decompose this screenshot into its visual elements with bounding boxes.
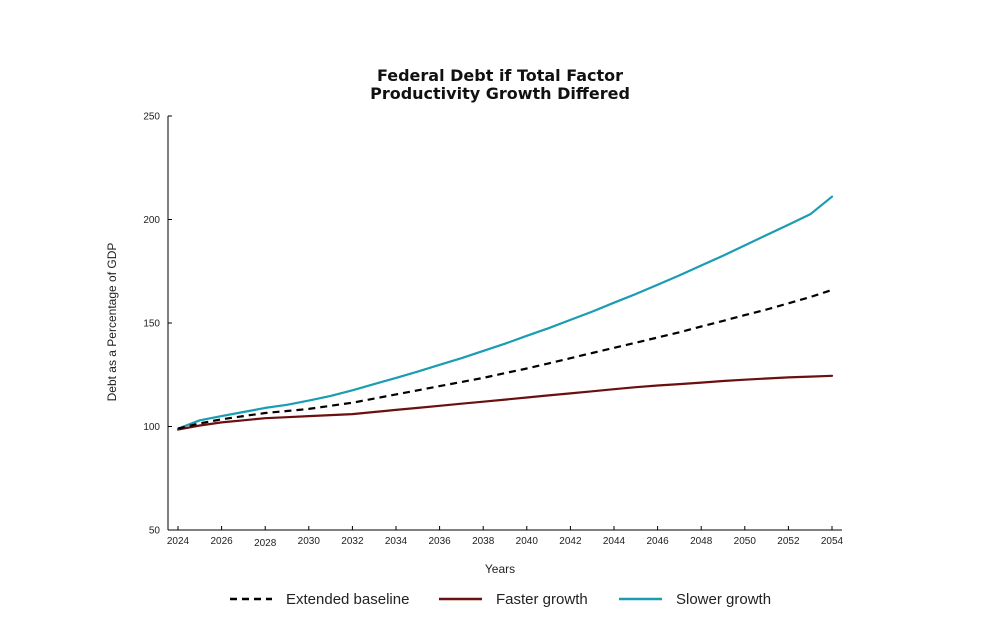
x-axis-label: Years xyxy=(485,562,515,576)
x-tick-label: 2026 xyxy=(210,536,233,547)
x-tick-label: 2036 xyxy=(428,536,451,547)
chart-title-line-1: Federal Debt if Total Factor xyxy=(377,66,623,85)
x-tick-label: 2050 xyxy=(734,536,757,547)
legend: Extended baseline Faster growth Slower gro… xyxy=(230,591,771,608)
x-tick-label: 2038 xyxy=(472,536,495,547)
series-line-faster-growth xyxy=(176,374,834,431)
x-tick-label: 2034 xyxy=(385,536,408,547)
series-lines xyxy=(176,195,834,431)
chart-title-line-2: Productivity Growth Differed xyxy=(370,84,630,103)
y-tick-label: 50 xyxy=(149,526,161,537)
x-tick-label: 2028 xyxy=(254,538,277,549)
y-tick-label: 250 xyxy=(143,112,160,123)
y-tick-label: 150 xyxy=(143,319,160,330)
y-ticks: 50 100 150 200 250 xyxy=(143,112,172,537)
y-tick-label: 100 xyxy=(143,422,160,433)
x-tick-label: 2052 xyxy=(777,536,800,547)
series-line-slower-growth xyxy=(176,195,834,430)
x-tick-label: 2046 xyxy=(646,536,669,547)
x-tick-label: 2048 xyxy=(690,536,713,547)
series-line-extended-baseline xyxy=(177,288,833,430)
x-ticks: 2024 2026 2028 2030 2032 2034 2036 2038 2040 2042… xyxy=(167,526,844,549)
chart-title: Federal Debt if Total Factor Productivit… xyxy=(370,66,630,103)
x-tick-label: 2040 xyxy=(516,536,539,547)
x-tick-label: 2024 xyxy=(167,536,190,547)
y-axis-label: Debt as a Percentage of GDP xyxy=(105,243,119,402)
legend-label: Faster growth xyxy=(496,591,588,608)
x-tick-label: 2044 xyxy=(603,536,626,547)
x-tick-label: 2030 xyxy=(298,536,321,547)
x-tick-label: 2032 xyxy=(341,536,364,547)
legend-label: Slower growth xyxy=(676,591,771,608)
axes xyxy=(167,116,842,531)
x-tick-label: 2054 xyxy=(821,536,844,547)
legend-label: Extended baseline xyxy=(286,591,409,608)
y-tick-label: 200 xyxy=(143,215,160,226)
x-tick-label: 2042 xyxy=(559,536,582,547)
